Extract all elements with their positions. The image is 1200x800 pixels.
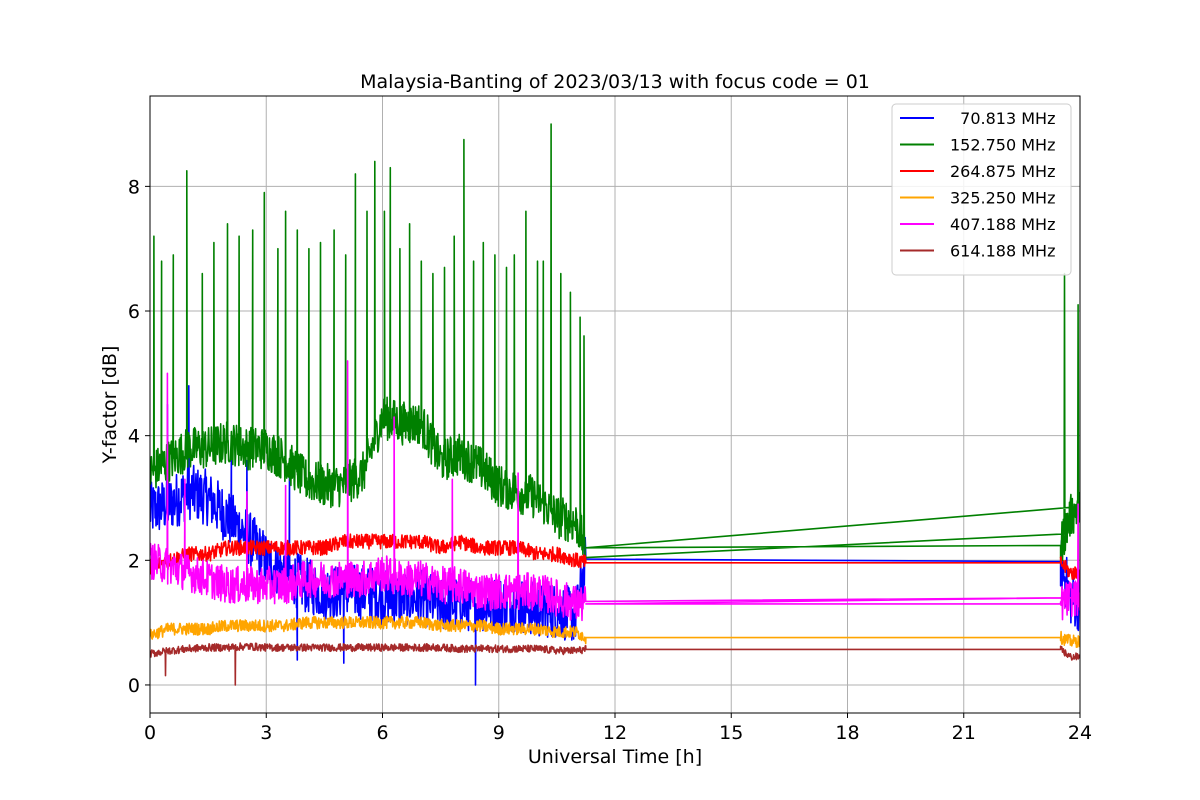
legend-label-0: 70.813 MHz — [950, 109, 1055, 128]
x-tick-label: 21 — [952, 722, 976, 744]
y-tick-label: 6 — [128, 301, 140, 323]
series-line-5 — [150, 642, 1080, 686]
legend-box — [891, 103, 1072, 276]
x-tick-label: 18 — [835, 722, 859, 744]
series-line-3 — [150, 615, 1080, 648]
y-tick-label: 2 — [128, 550, 140, 572]
legend-label-2: 264.875 MHz — [950, 162, 1055, 181]
y-tick-label: 0 — [128, 675, 140, 697]
series-layer — [150, 123, 1080, 686]
y-tick-label: 4 — [128, 426, 140, 448]
x-tick-label: 9 — [493, 722, 505, 744]
chart-title: Malaysia-Banting of 2023/03/13 with focu… — [360, 71, 870, 93]
y-tick-label: 8 — [128, 176, 140, 198]
legend-label-3: 325.250 MHz — [950, 189, 1055, 208]
series-line-4 — [150, 360, 1080, 622]
x-tick-label: 12 — [603, 722, 627, 744]
x-tick-label: 6 — [376, 722, 388, 744]
legend-label-1: 152.750 MHz — [950, 136, 1055, 155]
x-tick-label: 15 — [719, 722, 743, 744]
x-axis-label: Universal Time [h] — [528, 746, 702, 768]
legend-label-4: 407.188 MHz — [950, 215, 1055, 234]
series-line-2 — [150, 533, 1080, 581]
x-tick-label: 0 — [144, 722, 156, 744]
legend: 70.813 MHz 152.750 MHz 264.875 MHz 325.250 … — [891, 103, 1072, 276]
series-line-1 — [150, 123, 1080, 562]
legend-label-5: 614.188 MHz — [950, 242, 1055, 261]
x-tick-label: 3 — [260, 722, 272, 744]
y-axis-label: Y-factor [dB] — [99, 346, 121, 465]
x-tick-label: 24 — [1068, 722, 1092, 744]
